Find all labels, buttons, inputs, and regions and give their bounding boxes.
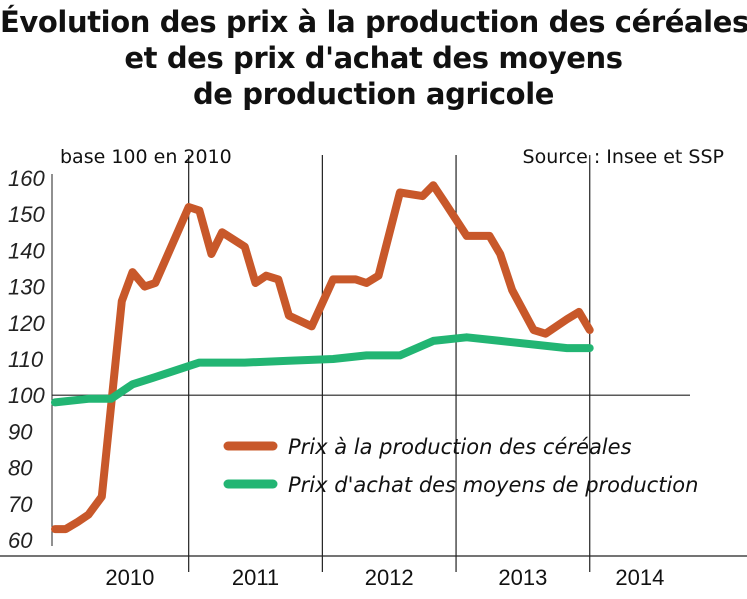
x-tick-label: 2013 <box>498 565 547 590</box>
y-tick-label: 120 <box>8 311 45 336</box>
y-tick-label: 90 <box>8 419 33 444</box>
y-tick-label: 70 <box>8 492 33 517</box>
y-axis-ticks: 60 70 80 90 100 110 120 130 140 150 160 <box>8 166 45 553</box>
y-tick-label: 150 <box>8 202 45 227</box>
x-tick-label: 2012 <box>365 565 414 590</box>
series-line-cereals <box>51 181 594 534</box>
legend-label-cereals: Prix à la production des céréales <box>288 435 632 459</box>
chart-title: Évolution des prix à la production des c… <box>0 4 747 112</box>
legend-label-inputs: Prix d'achat des moyens de production <box>288 473 698 497</box>
y-tick-label: 100 <box>8 383 45 408</box>
y-tick-label: 80 <box>8 456 33 481</box>
chart-title-line-1: Évolution des prix à la production des c… <box>0 5 747 39</box>
chart-title-line-3: de production agricole <box>192 77 555 111</box>
series-lines <box>51 181 594 534</box>
chart-title-line-2: et des prix d'achat des moyens <box>124 41 623 75</box>
x-tick-label: 2011 <box>232 565 279 590</box>
x-tick-label: 2014 <box>615 565 664 590</box>
y-tick-label: 110 <box>8 347 44 372</box>
y-tick-label: 160 <box>8 166 45 191</box>
base-note: base 100 en 2010 <box>60 146 232 168</box>
y-tick-label: 140 <box>8 238 45 263</box>
x-axis-ticks: 2010 2011 2012 2013 2014 <box>105 565 664 590</box>
y-tick-label: 60 <box>8 528 33 553</box>
x-tick-label: 2010 <box>105 565 154 590</box>
source-note: Source : Insee et SSP <box>523 146 724 168</box>
legend: Prix à la production des céréales Prix d… <box>223 435 698 497</box>
y-tick-label: 130 <box>8 275 45 300</box>
series-line-inputs <box>51 333 594 407</box>
